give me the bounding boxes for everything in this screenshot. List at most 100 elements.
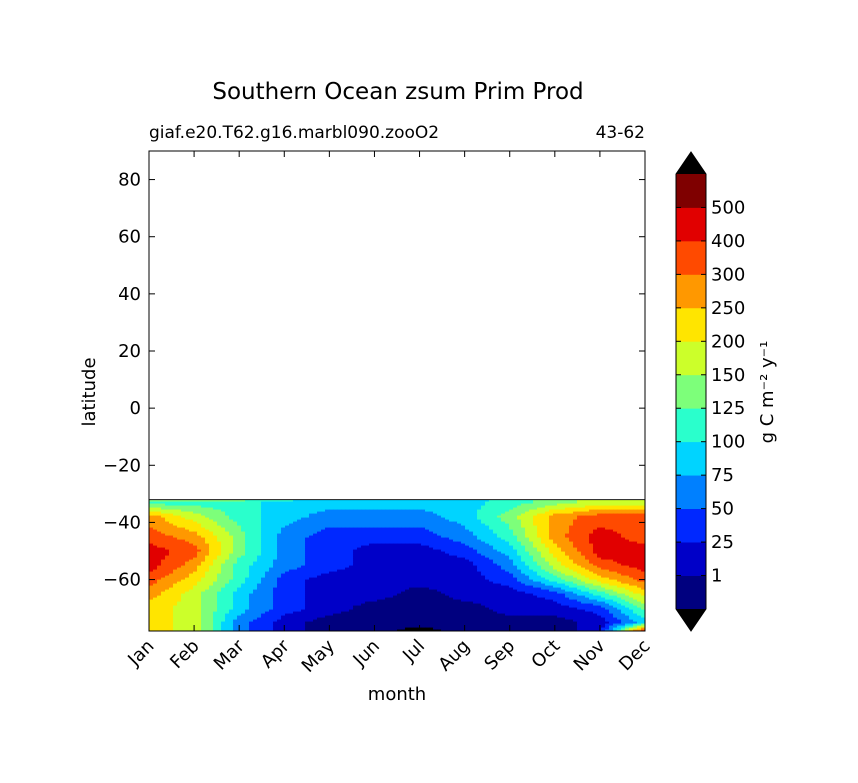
field-cell <box>309 565 314 569</box>
field-cell <box>389 561 394 565</box>
field-cell <box>505 541 510 545</box>
field-cell <box>249 565 254 569</box>
field-cell <box>401 555 406 559</box>
field-cell <box>393 509 398 513</box>
field-cell <box>457 531 462 535</box>
field-cell <box>249 537 254 541</box>
field-cell <box>497 507 502 511</box>
field-cell <box>425 543 430 547</box>
field-cell <box>505 539 510 543</box>
field-cell <box>405 529 410 533</box>
field-cell <box>597 565 602 569</box>
field-cell <box>541 509 546 513</box>
field-cell <box>573 559 578 563</box>
field-cell <box>213 543 218 547</box>
field-cell <box>173 557 178 561</box>
field-cell <box>269 499 274 503</box>
field-cell <box>269 563 274 567</box>
field-cell <box>197 571 202 575</box>
field-cell <box>597 515 602 519</box>
field-cell <box>241 509 246 513</box>
field-cell <box>513 561 518 565</box>
field-cell <box>473 559 478 563</box>
field-cell <box>409 543 414 547</box>
field-cell <box>233 511 238 515</box>
field-cell <box>409 513 414 517</box>
field-cell <box>393 563 398 567</box>
field-cell <box>173 545 178 549</box>
field-cell <box>429 567 434 571</box>
field-cell <box>473 517 478 521</box>
field-cell <box>617 531 622 535</box>
field-cell <box>461 499 466 503</box>
field-cell <box>313 567 318 571</box>
field-cell <box>337 565 342 569</box>
field-cell <box>493 577 498 581</box>
field-cell <box>601 551 606 555</box>
field-cell <box>225 579 230 583</box>
field-cell <box>301 507 306 511</box>
field-cell <box>381 523 386 527</box>
field-cell <box>613 505 618 509</box>
field-cell <box>313 519 318 523</box>
field-cell <box>341 567 346 571</box>
field-cell <box>625 571 630 575</box>
field-cell <box>169 535 174 539</box>
field-cell <box>189 555 194 559</box>
field-cell <box>189 569 194 573</box>
field-cell <box>333 533 338 537</box>
field-cell <box>617 515 622 519</box>
field-cell <box>449 507 454 511</box>
field-cell <box>269 541 274 545</box>
field-cell <box>617 543 622 547</box>
field-cell <box>241 577 246 581</box>
field-cell <box>433 501 438 505</box>
field-cell <box>213 523 218 527</box>
field-cell <box>473 531 478 535</box>
field-cell <box>329 509 334 513</box>
field-cell <box>485 505 490 509</box>
field-cell <box>533 533 538 537</box>
field-cell <box>257 571 262 575</box>
field-cell <box>581 523 586 527</box>
field-cell <box>229 549 234 553</box>
field-cell <box>633 527 638 531</box>
field-cell <box>197 525 202 529</box>
field-cell <box>477 513 482 517</box>
field-cell <box>537 535 542 539</box>
field-cell <box>381 519 386 523</box>
field-cell <box>161 505 166 509</box>
field-cell <box>601 545 606 549</box>
field-cell <box>505 543 510 547</box>
field-cell <box>193 573 198 577</box>
field-cell <box>205 531 210 535</box>
field-cell <box>389 527 394 531</box>
field-cell <box>341 533 346 537</box>
field-cell <box>221 575 226 579</box>
field-cell <box>609 531 614 535</box>
field-cell <box>353 499 358 503</box>
field-cell <box>149 577 154 581</box>
field-cell <box>257 543 262 547</box>
field-cell <box>537 569 542 573</box>
field-cell <box>425 551 430 555</box>
field-cell <box>569 559 574 563</box>
field-cell <box>205 527 210 531</box>
field-cell <box>389 537 394 541</box>
field-cell <box>181 547 186 551</box>
field-cell <box>613 521 618 525</box>
field-cell <box>429 575 434 579</box>
field-cell <box>225 549 230 553</box>
field-cell <box>293 505 298 509</box>
field-cell <box>577 577 582 581</box>
field-cell <box>629 553 634 557</box>
field-cell <box>337 539 342 543</box>
field-cell <box>473 573 478 577</box>
field-cell <box>189 509 194 513</box>
field-cell <box>573 549 578 553</box>
field-cell <box>577 503 582 507</box>
field-cell <box>629 503 634 507</box>
field-cell <box>569 553 574 557</box>
field-cell <box>377 567 382 571</box>
field-cell <box>241 511 246 515</box>
